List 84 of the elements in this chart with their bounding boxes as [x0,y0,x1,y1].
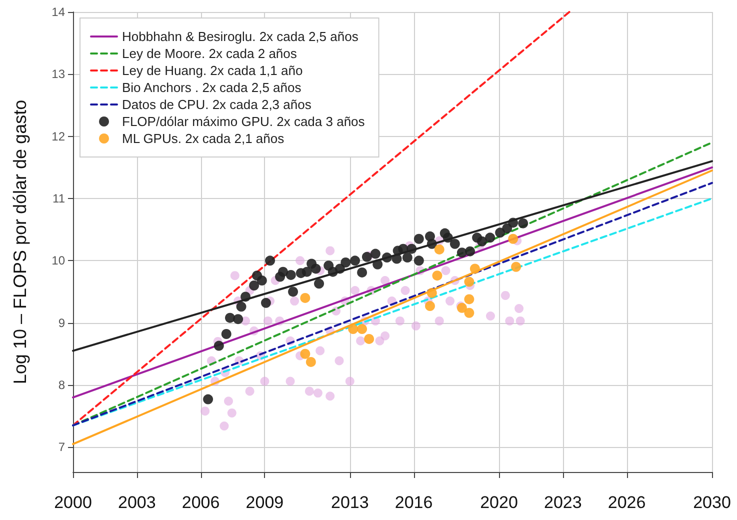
point [456,248,467,258]
point [348,324,358,334]
point [502,223,512,234]
point [465,246,476,256]
point [426,238,437,249]
point [249,280,260,291]
point [214,340,224,351]
y-tick-label: 9 [58,316,66,330]
y-axis-title: Log 10 – FLOPS por dólar de gasto [10,100,30,384]
point [425,301,435,312]
point [221,329,232,339]
point [414,256,424,266]
point [476,236,487,246]
point [426,288,437,298]
legend-label: Ley de Huang. 2x cada 1,1 año [122,63,303,78]
point [310,264,321,274]
point [364,334,374,344]
x-tick-label: 2013 [330,493,369,512]
x-tick-label: 2009 [246,493,284,512]
point [464,308,474,318]
y-tick-label: 7 [58,440,66,454]
point [233,314,244,324]
y-tick-label: 11 [52,191,66,206]
point [334,264,345,274]
x-tick-label: 2000 [54,493,92,512]
point [495,228,506,238]
point [511,262,522,272]
point [314,278,324,289]
x-tick-label: 2026 [608,493,646,512]
point [518,218,528,228]
x-tick-label: 2023 [544,493,582,512]
point [464,276,474,287]
y-tick-label: 10 [52,254,66,268]
legend-label: Bio Anchors . 2x cada 2,5 años [122,80,302,95]
point [414,234,424,244]
point [508,234,518,244]
point [442,232,453,243]
point [485,232,496,243]
point [432,270,442,281]
point [357,267,368,278]
x-tick-label: 2020 [480,493,518,512]
point [240,292,251,302]
point [372,259,383,270]
point [302,266,312,277]
legend-label: Hobbhahn & Besiroglu. 2x cada 2,5 años [122,29,359,44]
point [382,252,392,263]
y-tick-label: 8 [58,378,66,392]
point [362,252,372,262]
point [508,218,518,228]
point [392,254,402,264]
legend-label: Ley de Moore. 2x cada 2 años [122,46,298,61]
point [236,302,246,312]
legend-label: FLOP/dólar máximo GPU. 2x cada 3 años [122,114,366,129]
point [350,256,360,266]
point [398,244,408,254]
point [300,348,310,359]
point [300,292,310,303]
x-tick-label: 2006 [182,493,220,512]
point [357,324,368,334]
legend-label: Datos de CPU. 2x cada 2,3 años [122,97,312,112]
point [370,248,380,259]
point [260,298,271,308]
point [265,256,276,266]
point [340,258,351,268]
point [256,276,267,286]
y-tick-label: 12 [52,129,66,144]
point [306,356,316,367]
x-tick-label: 2030 [693,493,731,512]
x-tick-label: 2016 [394,493,433,512]
point [288,286,298,297]
point [278,266,288,277]
y-tick-label: 13 [52,67,66,82]
point [203,394,214,404]
y-tick-label: 14 [52,5,66,19]
point [224,312,235,323]
point [470,264,480,274]
point [286,270,296,280]
point [450,238,460,249]
x-tick-label: 2003 [118,493,156,512]
point [402,252,412,263]
point [464,294,474,304]
legend-label: ML GPUs. 2x cada 2,1 años [122,131,285,146]
point [434,244,444,254]
point [406,244,417,254]
